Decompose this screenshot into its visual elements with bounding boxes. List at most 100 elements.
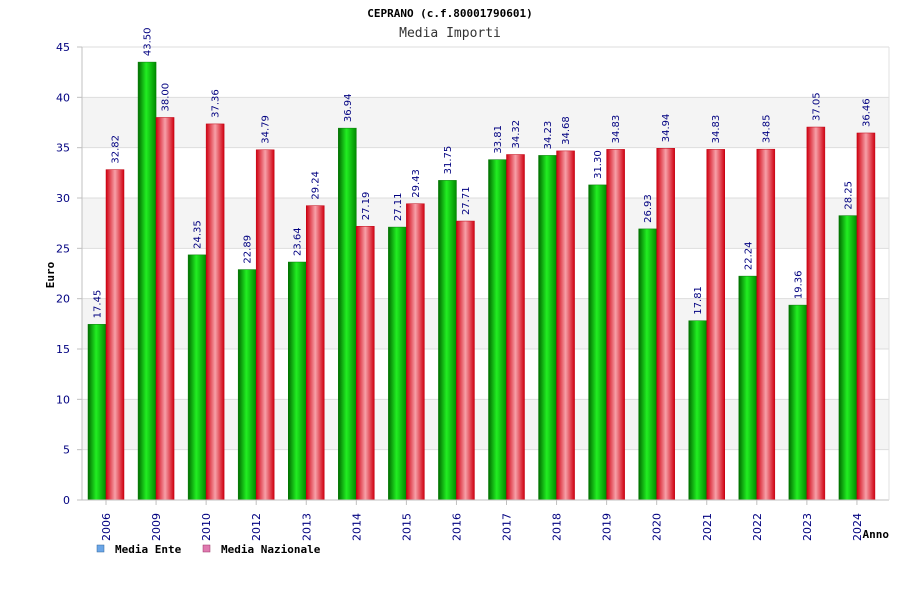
bar-media-nazionale-2024 — [856, 132, 876, 501]
y-tick-label: 40 — [56, 91, 70, 104]
x-tick-label: 2012 — [250, 513, 263, 541]
bar-media-nazionale-2020 — [656, 148, 675, 501]
x-tick-label: 2020 — [651, 513, 664, 541]
y-tick-label: 45 — [56, 41, 70, 54]
data-label: 34.85 — [761, 115, 772, 144]
bar-media-nazionale-2012 — [255, 149, 275, 501]
data-label: 36.46 — [861, 98, 872, 127]
bar-media-ente-2024 — [838, 215, 858, 501]
data-label: 34.83 — [611, 115, 622, 144]
data-label: 34.23 — [543, 121, 554, 150]
bar-media-nazionale-2021 — [706, 149, 725, 501]
y-tick-label: 5 — [63, 444, 70, 457]
bar-media-ente-2018 — [538, 155, 557, 501]
data-label: 34.94 — [661, 114, 672, 143]
data-label: 43.50 — [143, 27, 154, 56]
bar-media-nazionale-2023 — [806, 126, 826, 501]
legend: Media Ente Media Nazionale — [96, 543, 321, 556]
bar-media-nazionale-2019 — [606, 149, 625, 501]
axes — [77, 46, 890, 505]
bar-media-nazionale-2010 — [205, 123, 225, 501]
bar-media-nazionale-2018 — [556, 150, 575, 501]
bar-media-ente-2021 — [688, 320, 707, 501]
x-tick-label: 2015 — [400, 513, 413, 541]
x-tick-label: 2021 — [701, 513, 714, 541]
y-tick-label: 15 — [56, 343, 70, 356]
bar-media-nazionale-2022 — [756, 148, 776, 501]
bar-media-ente-2023 — [788, 304, 808, 501]
x-tick-label: 2014 — [350, 513, 363, 541]
data-label: 34.83 — [711, 115, 722, 144]
chart-subtitle: Media Importi — [399, 26, 501, 41]
bar-media-ente-2006 — [87, 324, 107, 501]
bar-media-ente-2010 — [187, 254, 207, 501]
y-tick-label: 30 — [56, 192, 70, 205]
data-label: 36.94 — [343, 93, 354, 122]
data-label: 38.00 — [161, 83, 172, 112]
data-label: 31.75 — [443, 146, 454, 175]
data-label: 27.19 — [361, 192, 372, 221]
x-tick-label: 2013 — [300, 513, 313, 541]
bar-media-nazionale-2009 — [155, 117, 175, 501]
x-tick-label: 2022 — [751, 513, 764, 541]
bar-media-ente-2022 — [738, 275, 758, 501]
bar-media-ente-2014 — [338, 127, 357, 501]
data-label: 27.11 — [393, 192, 404, 221]
data-label: 22.89 — [243, 235, 254, 264]
data-label: 19.36 — [793, 270, 804, 299]
y-tick-label: 25 — [56, 242, 70, 255]
data-label: 17.45 — [93, 290, 104, 319]
data-label: 37.05 — [811, 92, 822, 121]
data-label: 28.25 — [843, 181, 854, 210]
bar-media-nazionale-2013 — [306, 205, 325, 501]
data-label: 29.24 — [311, 171, 322, 200]
y-tick-label: 10 — [56, 393, 70, 406]
legend-swatch-media-ente — [96, 544, 105, 553]
x-tick-label: 2016 — [450, 513, 463, 541]
x-tick-label: 2009 — [150, 513, 163, 541]
x-tick-label: 2017 — [501, 513, 514, 541]
x-tick-label: 2024 — [851, 513, 864, 541]
x-axis-label: Anno — [863, 528, 890, 541]
bar-media-ente-2016 — [438, 180, 457, 501]
x-tick-label: 2023 — [801, 513, 814, 541]
bar-media-nazionale-2017 — [506, 154, 525, 501]
bar-media-ente-2013 — [288, 261, 307, 501]
bar-media-ente-2009 — [137, 61, 157, 501]
legend-swatch-media-nazionale — [202, 544, 211, 553]
bar-media-ente-2017 — [488, 159, 507, 501]
data-label: 34.68 — [561, 116, 572, 145]
bar-media-ente-2012 — [237, 269, 257, 501]
data-label: 32.82 — [111, 135, 122, 164]
bar-media-ente-2015 — [388, 226, 407, 501]
plot-band — [82, 47, 889, 98]
bars-group — [87, 61, 876, 501]
data-label: 22.24 — [743, 241, 754, 270]
legend-label-media-nazionale: Media Nazionale — [221, 543, 321, 556]
data-label: 34.79 — [261, 115, 272, 144]
y-tick-label: 0 — [63, 494, 70, 507]
y-tick-label: 20 — [56, 293, 70, 306]
data-label: 34.32 — [511, 120, 522, 149]
bar-media-nazionale-2014 — [356, 226, 375, 501]
bar-media-nazionale-2015 — [406, 203, 425, 501]
x-tick-label: 2006 — [100, 513, 113, 541]
y-tick-label: 35 — [56, 142, 70, 155]
x-tick-label: 2010 — [200, 513, 213, 541]
data-label: 23.64 — [293, 227, 304, 256]
data-label: 17.81 — [693, 286, 704, 315]
chart-title: CEPRANO (c.f.80001790601) — [367, 7, 533, 20]
legend-label-media-ente: Media Ente — [115, 543, 182, 556]
bar-media-ente-2019 — [588, 184, 607, 501]
data-label: 31.30 — [593, 150, 604, 179]
bar-media-nazionale-2006 — [105, 169, 125, 501]
data-label: 26.93 — [643, 194, 654, 223]
x-tick-label: 2019 — [601, 513, 614, 541]
x-tick-label: 2018 — [551, 513, 564, 541]
data-label: 29.43 — [411, 169, 422, 198]
data-label: 37.36 — [211, 89, 222, 118]
bar-media-ente-2020 — [638, 228, 657, 501]
value-labels: 17.45 32.82 43.50 38.00 24.35 37.36 22.89 34.79… — [93, 27, 873, 318]
data-label: 33.81 — [493, 125, 504, 154]
